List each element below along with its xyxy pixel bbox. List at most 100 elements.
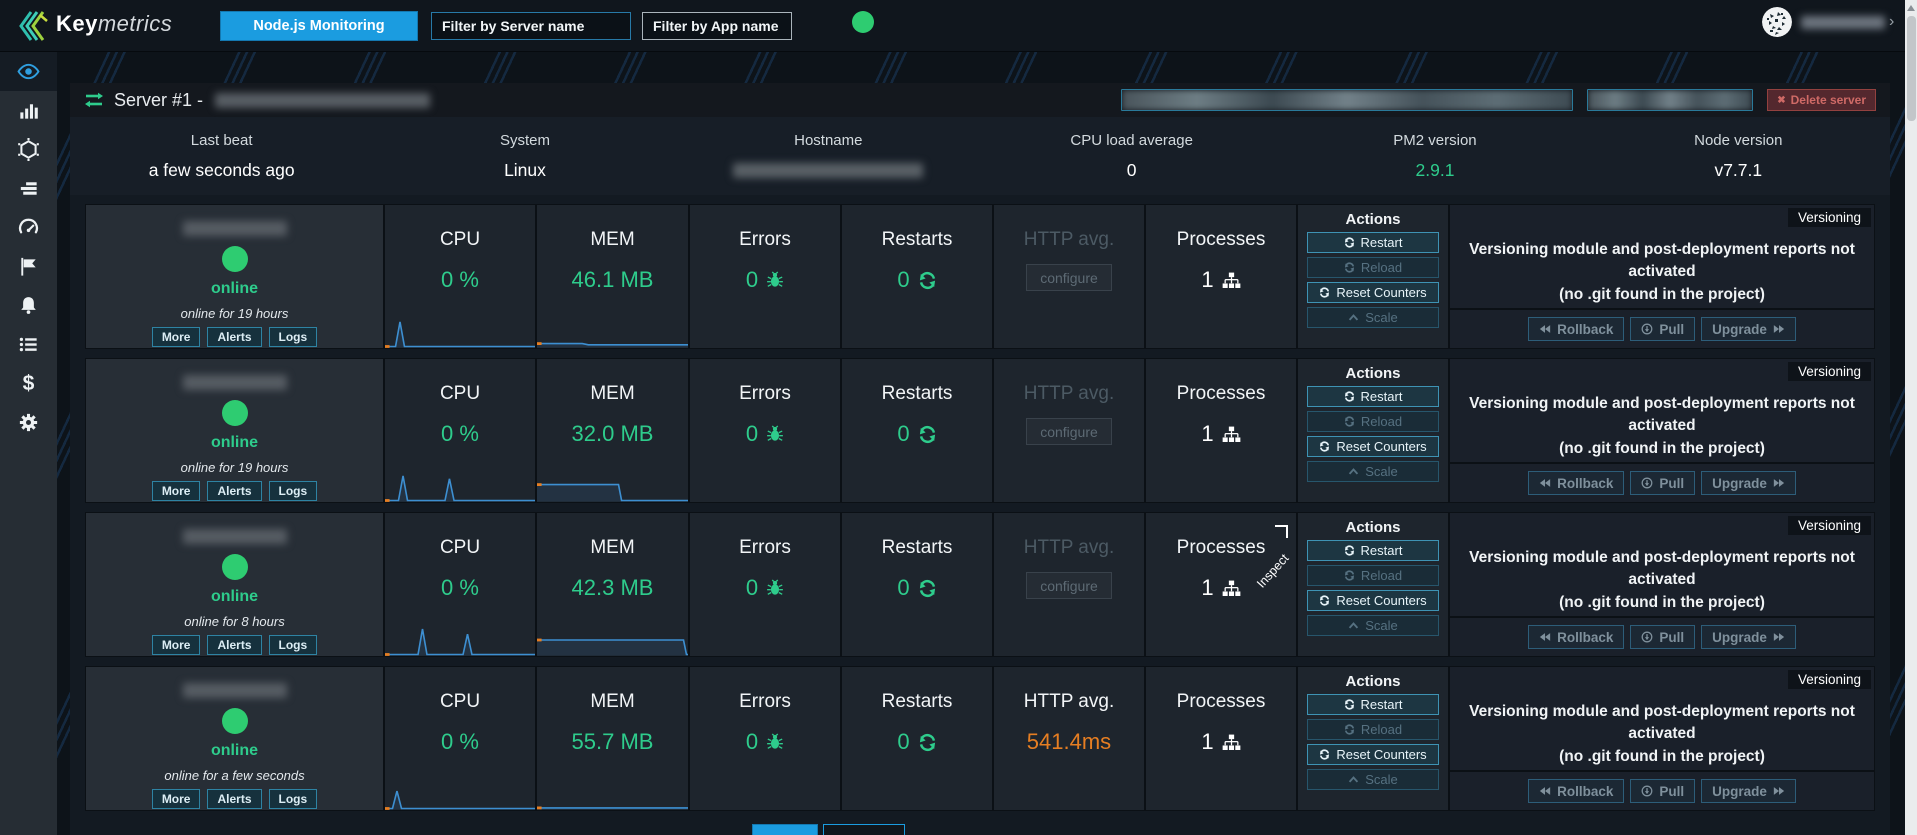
- processes-cell: Processes 1: [1146, 205, 1296, 348]
- app-filter-input[interactable]: [642, 12, 792, 40]
- versioning-tab: Versioning: [1787, 362, 1871, 381]
- mem-cell: MEM 55.7 MB: [537, 667, 688, 810]
- server-control-redacted[interactable]: [1587, 89, 1754, 111]
- upgrade-button[interactable]: Upgrade: [1701, 471, 1796, 495]
- restart-button[interactable]: Restart: [1307, 232, 1439, 253]
- server-filter-input[interactable]: [431, 12, 631, 40]
- rollback-button[interactable]: Rollback: [1528, 625, 1625, 649]
- status-dot-icon: [221, 708, 248, 734]
- restart-button[interactable]: Restart: [1307, 386, 1439, 407]
- more-button[interactable]: More: [151, 327, 201, 347]
- delete-server-button[interactable]: ✖ Delete server: [1767, 89, 1876, 111]
- reload-button[interactable]: Reload: [1307, 257, 1439, 278]
- info-item: PM2 version 2.9.1: [1283, 117, 1586, 195]
- http-header: HTTP avg.: [1023, 383, 1115, 404]
- pagination-button-primary[interactable]: [752, 824, 818, 835]
- user-menu-chevron-icon[interactable]: ›: [1889, 13, 1895, 30]
- scale-button[interactable]: Scale: [1307, 307, 1439, 328]
- upgrade-label: Upgrade: [1712, 783, 1767, 799]
- reset-counters-button[interactable]: Reset Counters: [1307, 436, 1439, 457]
- alerts-button[interactable]: Alerts: [207, 327, 262, 347]
- bug-icon: [767, 579, 783, 595]
- configure-button[interactable]: configure: [1026, 572, 1112, 599]
- cpu-header: CPU: [439, 691, 481, 712]
- rollback-button[interactable]: Rollback: [1528, 779, 1625, 803]
- versioning-cell: Versioning Versioning module and post-de…: [1450, 205, 1874, 348]
- sidebar-item-bell[interactable]: [0, 286, 57, 325]
- sidebar-item-gear[interactable]: [0, 403, 57, 442]
- versioning-footer: Rollback Pull Upgrade: [1450, 462, 1874, 502]
- scrollbar-up-arrow-icon[interactable]: [1907, 5, 1915, 11]
- more-button[interactable]: More: [151, 635, 201, 655]
- reset-counters-button[interactable]: Reset Counters: [1307, 590, 1439, 611]
- restart-label: Restart: [1360, 389, 1403, 404]
- mem-cell: MEM 46.1 MB: [537, 205, 688, 348]
- sidebar-item-hexagon-settings[interactable]: [0, 130, 57, 169]
- nodejs-monitoring-button[interactable]: Node.js Monitoring: [220, 11, 418, 41]
- scale-button[interactable]: Scale: [1307, 769, 1439, 790]
- status-label: online: [210, 742, 259, 759]
- configure-button[interactable]: configure: [1026, 264, 1112, 291]
- restarts-cell: Restarts 0: [842, 359, 992, 502]
- logs-button[interactable]: Logs: [268, 635, 318, 655]
- sidebar-item-flag[interactable]: [0, 247, 57, 286]
- alerts-button[interactable]: Alerts: [207, 635, 262, 655]
- pull-label: Pull: [1659, 629, 1685, 645]
- mem-sparkline-chart: [537, 483, 688, 502]
- more-button[interactable]: More: [151, 481, 201, 501]
- scrollbar-thumb[interactable]: [1906, 16, 1916, 121]
- more-button[interactable]: More: [151, 789, 201, 809]
- processes-value: 1: [1146, 729, 1296, 755]
- flag-icon: [21, 257, 36, 276]
- sidebar-item-layers[interactable]: [0, 169, 57, 208]
- pull-button[interactable]: Pull: [1630, 471, 1696, 495]
- server-control-redacted[interactable]: [1121, 89, 1574, 111]
- logs-button[interactable]: Logs: [268, 789, 318, 809]
- versioning-message-line1: Versioning module and post-deployment re…: [1469, 549, 1855, 589]
- pagination-button-secondary[interactable]: [823, 824, 905, 835]
- alerts-button[interactable]: Alerts: [207, 481, 262, 501]
- alerts-button[interactable]: Alerts: [207, 789, 262, 809]
- restart-button[interactable]: Restart: [1307, 694, 1439, 715]
- upgrade-button[interactable]: Upgrade: [1701, 779, 1796, 803]
- versioning-tab: Versioning: [1787, 670, 1871, 689]
- logs-button[interactable]: Logs: [268, 481, 318, 501]
- scale-button[interactable]: Scale: [1307, 615, 1439, 636]
- processes-cell: Processes 1: [1146, 359, 1296, 502]
- double-right-arrow-icon: [1773, 633, 1785, 641]
- scale-button[interactable]: Scale: [1307, 461, 1439, 482]
- app-name-redacted: [182, 529, 287, 544]
- avatar[interactable]: [1762, 7, 1792, 37]
- pull-button[interactable]: Pull: [1630, 625, 1696, 649]
- processes-count: 1: [1201, 729, 1214, 754]
- errors-value: 0: [690, 729, 840, 755]
- actions-header: Actions: [1345, 673, 1401, 690]
- pull-button[interactable]: Pull: [1630, 779, 1696, 803]
- upgrade-button[interactable]: Upgrade: [1701, 625, 1796, 649]
- restarts-count: 0: [897, 729, 910, 754]
- rollback-button[interactable]: Rollback: [1528, 471, 1625, 495]
- upgrade-button[interactable]: Upgrade: [1701, 317, 1796, 341]
- pull-button[interactable]: Pull: [1630, 317, 1696, 341]
- reload-button[interactable]: Reload: [1307, 411, 1439, 432]
- sidebar-item-eye[interactable]: [0, 52, 57, 91]
- restarts-count: 0: [897, 267, 910, 292]
- reload-button[interactable]: Reload: [1307, 565, 1439, 586]
- restart-button[interactable]: Restart: [1307, 540, 1439, 561]
- sidebar-item-list[interactable]: [0, 325, 57, 364]
- errors-value: 0: [690, 267, 840, 293]
- sidebar-item-bar-chart[interactable]: [0, 91, 57, 130]
- cpu-sparkline-chart: [385, 321, 535, 348]
- sidebar-item-gauge[interactable]: [0, 208, 57, 247]
- reset-counters-button[interactable]: Reset Counters: [1307, 282, 1439, 303]
- page-scrollbar[interactable]: [1905, 0, 1917, 835]
- versioning-footer: Rollback Pull Upgrade: [1450, 616, 1874, 656]
- sidebar-item-dollar[interactable]: $: [0, 364, 57, 403]
- reload-button[interactable]: Reload: [1307, 719, 1439, 740]
- app-card-buttons: More Alerts Logs: [151, 327, 318, 347]
- configure-button[interactable]: configure: [1026, 418, 1112, 445]
- rollback-button[interactable]: Rollback: [1528, 317, 1625, 341]
- logs-button[interactable]: Logs: [268, 327, 318, 347]
- reset-counters-button[interactable]: Reset Counters: [1307, 744, 1439, 765]
- processes-header: Processes: [1176, 537, 1266, 558]
